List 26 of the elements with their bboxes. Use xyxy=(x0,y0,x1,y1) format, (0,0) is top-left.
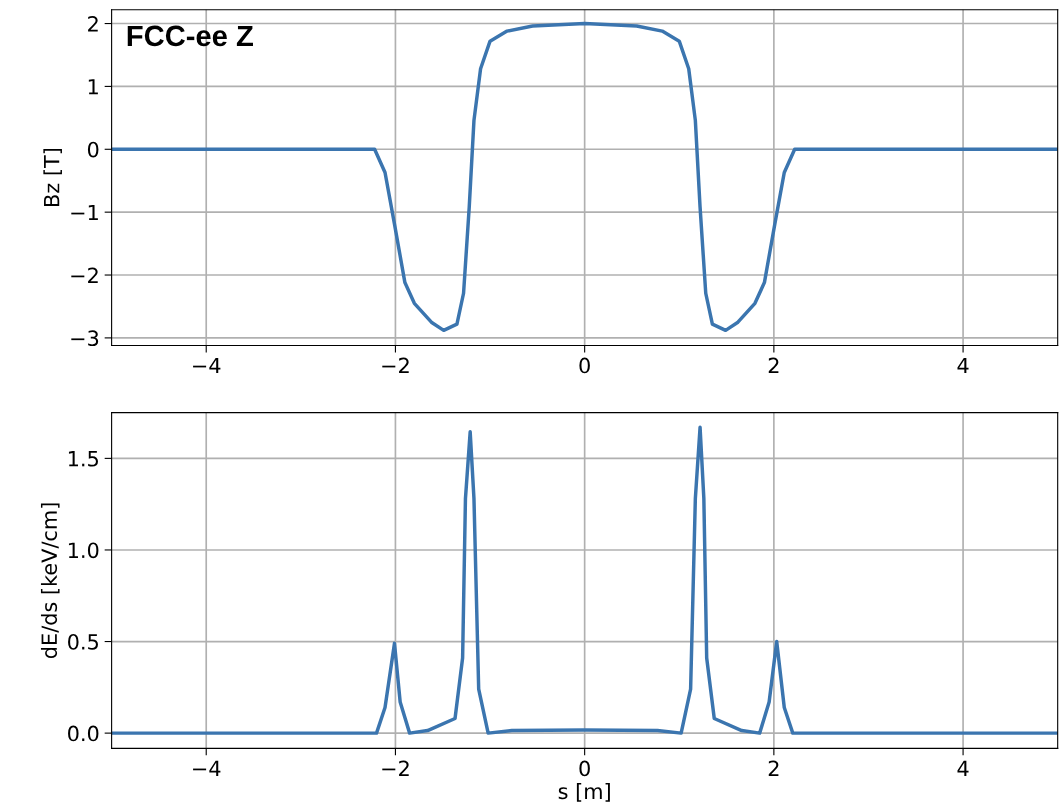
annotation: FCC-ee Z xyxy=(127,25,253,47)
y-tick-label: −1 xyxy=(71,204,98,221)
x-tick-label: 2 xyxy=(768,357,779,374)
x-tick-label: −4 xyxy=(193,760,221,776)
y-tick-label: −2 xyxy=(71,267,98,283)
x-tick-label: −2 xyxy=(382,760,409,776)
y-tick-label: 0.0 xyxy=(68,725,99,742)
x-tick-label: −2 xyxy=(382,357,409,374)
x-tick-label: −4 xyxy=(193,357,221,374)
x-tick-label: 4 xyxy=(957,760,969,776)
y-axis-title: dE/ds [keV/cm] xyxy=(40,503,60,659)
y-tick-label: 1 xyxy=(88,79,98,95)
x-tick-label: 4 xyxy=(957,357,969,374)
x-tick-label: 2 xyxy=(768,760,779,776)
y-tick-label: 0.5 xyxy=(68,633,98,650)
y-tick-label: −3 xyxy=(71,330,99,347)
x-tick-label: 0 xyxy=(579,760,590,777)
y-tick-label: 2 xyxy=(88,15,98,32)
y-tick-label: 0 xyxy=(87,141,99,158)
line-series xyxy=(111,21,1058,333)
y-tick-label: 1.5 xyxy=(68,451,98,467)
y-tick-label: 1.0 xyxy=(68,542,99,559)
line-series xyxy=(111,425,1058,735)
x-axis-title: s [m] xyxy=(558,783,610,802)
y-axis-title: Bz [T] xyxy=(43,148,62,206)
x-tick-label: 0 xyxy=(579,357,590,374)
